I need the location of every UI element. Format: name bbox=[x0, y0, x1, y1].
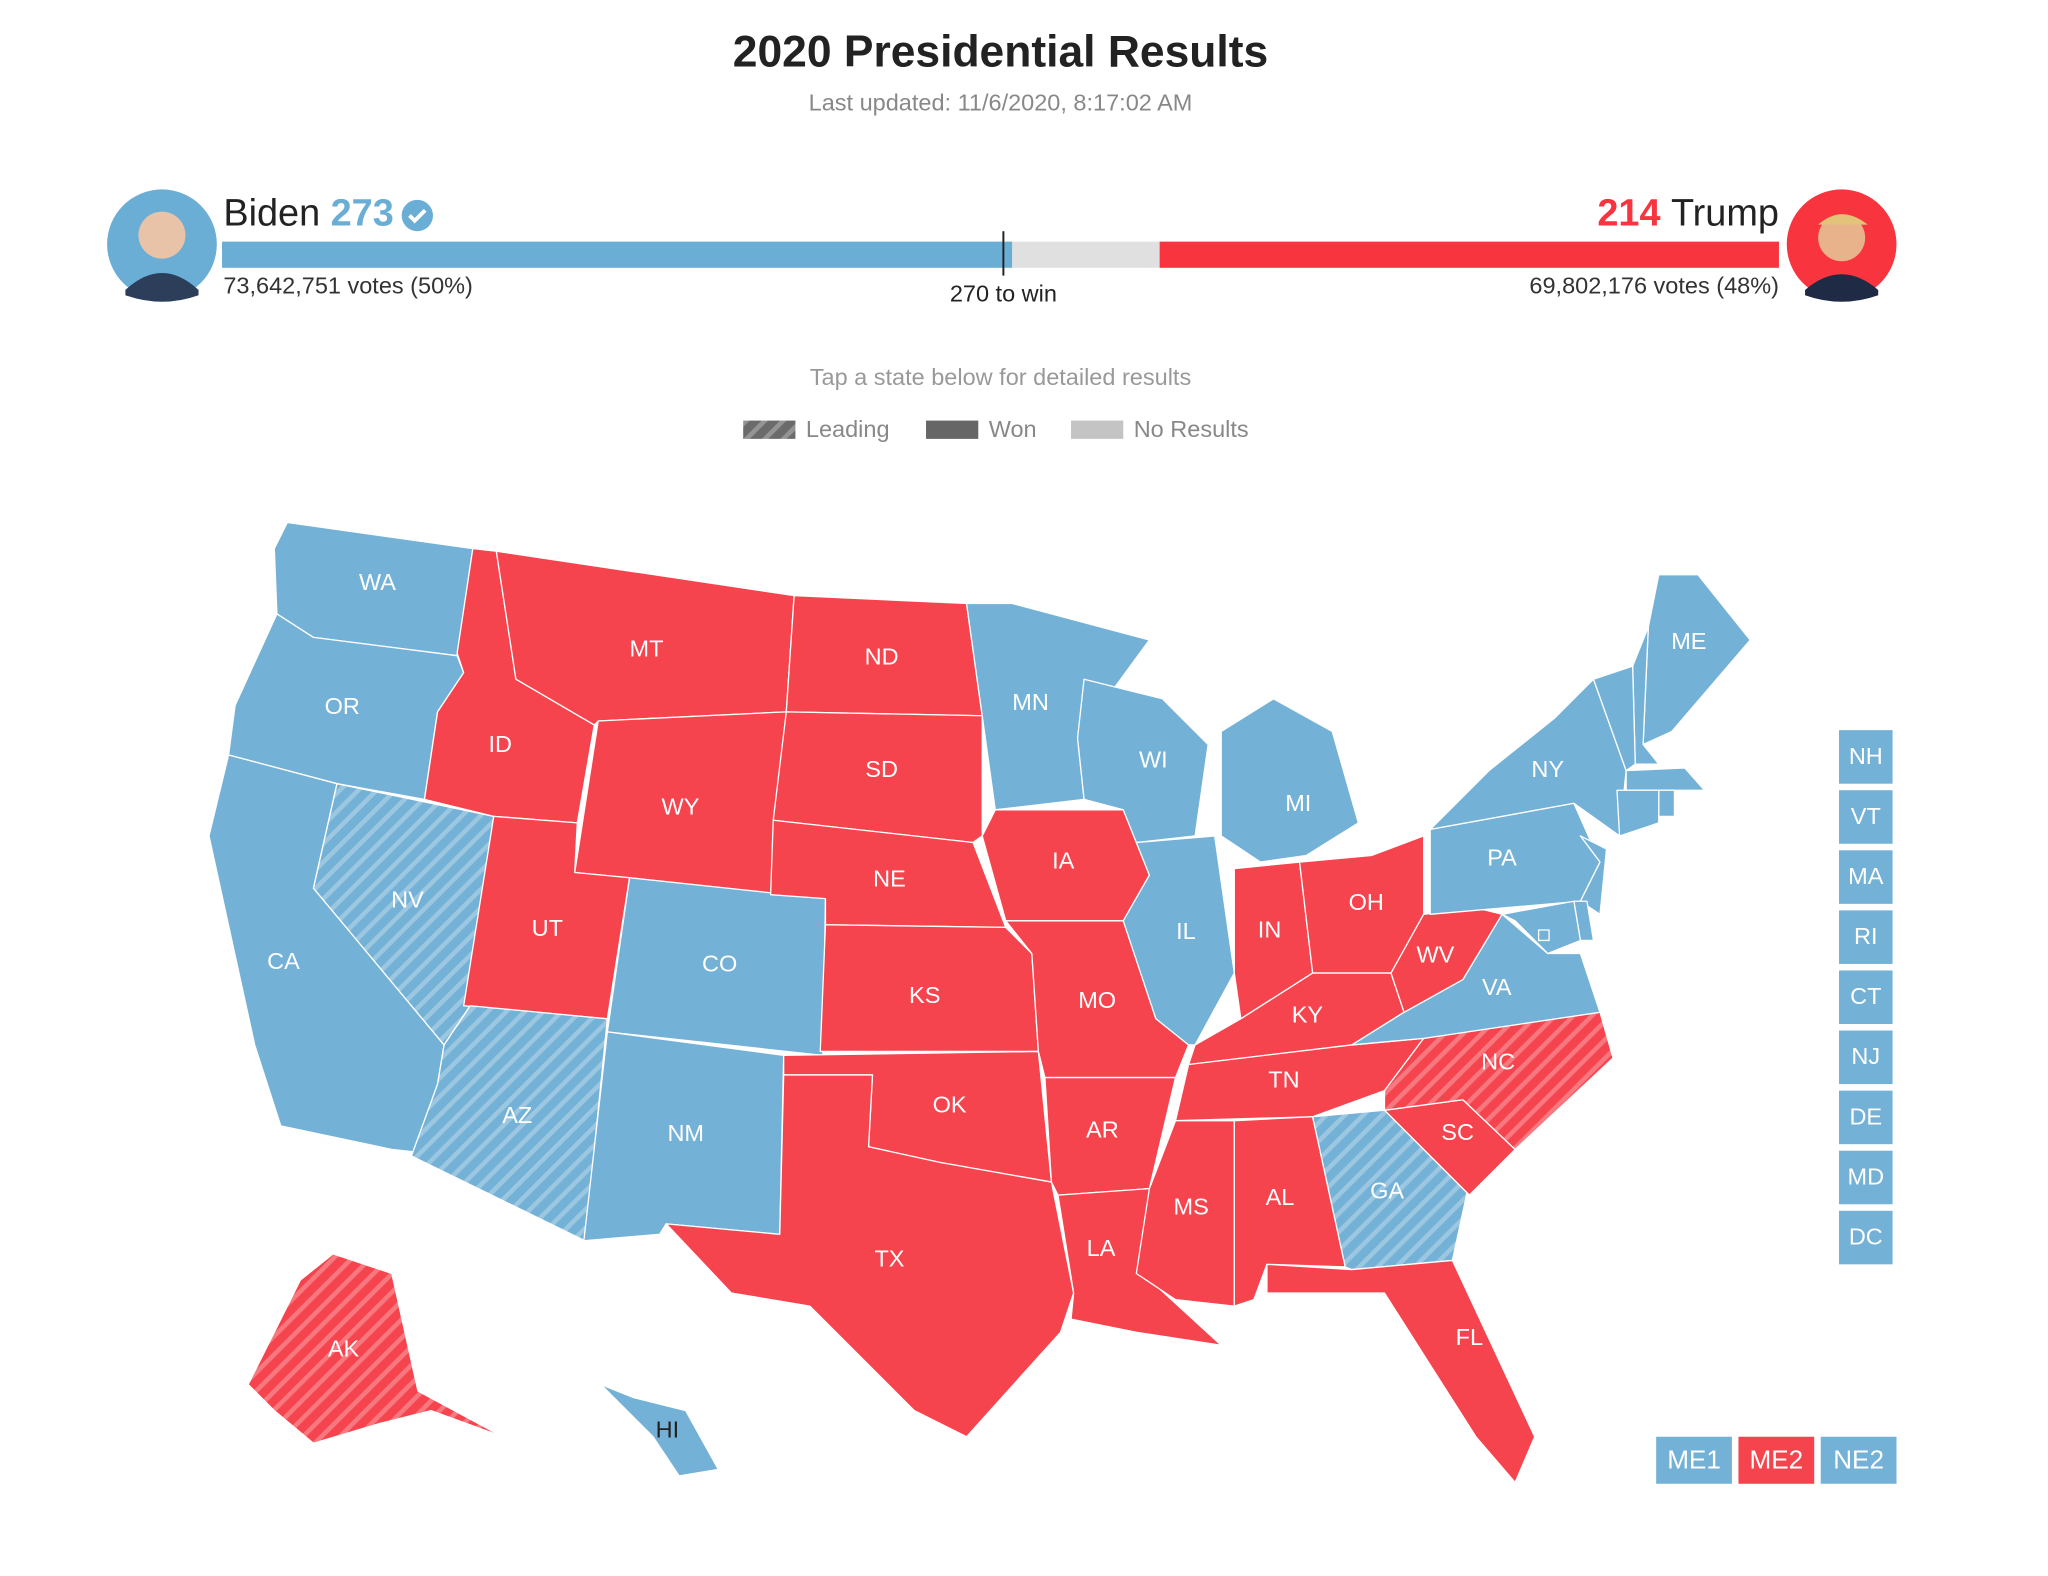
state-box[interactable] bbox=[1839, 910, 1893, 964]
instruction: Tap a state below for detailed results bbox=[810, 364, 1191, 390]
state[interactable] bbox=[1579, 835, 1608, 915]
state[interactable] bbox=[1625, 767, 1706, 791]
legend-swatch bbox=[926, 420, 979, 439]
state-box[interactable] bbox=[1839, 790, 1893, 844]
popular-votes: 69,802,176 votes (48%) bbox=[1529, 273, 1779, 299]
electoral-votes: 214 bbox=[1597, 193, 1660, 235]
electoral-votes: 273 bbox=[331, 193, 394, 235]
state[interactable] bbox=[1122, 835, 1235, 1046]
state[interactable] bbox=[1266, 1259, 1536, 1484]
state[interactable] bbox=[410, 1005, 608, 1242]
candidate-name: Trump bbox=[1671, 193, 1779, 235]
state-box[interactable] bbox=[1839, 1210, 1893, 1265]
candidate-name: Biden bbox=[223, 193, 320, 235]
legend-label: Leading bbox=[806, 416, 890, 442]
page-title: 2020 Presidential Results bbox=[733, 28, 1268, 77]
district-box[interactable] bbox=[1738, 1436, 1815, 1484]
state[interactable] bbox=[600, 1383, 720, 1477]
state[interactable] bbox=[1501, 900, 1582, 955]
state[interactable] bbox=[1642, 574, 1751, 746]
legend-label: Won bbox=[989, 416, 1037, 442]
legend-label: No Results bbox=[1134, 416, 1249, 442]
trump-avatar bbox=[1786, 189, 1897, 302]
district-box[interactable] bbox=[1820, 1436, 1897, 1484]
state[interactable] bbox=[1592, 665, 1636, 772]
legend-swatch bbox=[743, 420, 796, 439]
state-box[interactable] bbox=[1839, 1150, 1893, 1205]
state-box[interactable] bbox=[1839, 970, 1893, 1025]
legend: Leading Won No Results bbox=[743, 416, 1249, 442]
state[interactable] bbox=[785, 594, 983, 717]
threshold-label: 270 to win bbox=[950, 280, 1057, 306]
state-box[interactable] bbox=[1839, 1090, 1893, 1145]
map: WAORCANVIDMTWYUTAZCONMNDSDNEKSOKTXMNIAMO… bbox=[208, 521, 1897, 1484]
state[interactable] bbox=[1537, 929, 1550, 942]
legend-swatch bbox=[1071, 420, 1124, 439]
state-box[interactable] bbox=[1839, 730, 1893, 784]
state[interactable] bbox=[574, 711, 787, 896]
state-box[interactable] bbox=[1839, 850, 1893, 904]
last-updated: Last updated: 11/6/2020, 8:17:02 AM bbox=[809, 90, 1193, 116]
state[interactable] bbox=[606, 877, 827, 1057]
state[interactable] bbox=[981, 809, 1151, 922]
called-check bbox=[401, 199, 433, 232]
check-mark bbox=[408, 208, 427, 224]
electoral-bar: 270 to win Biden 273 73,642,751 votes (50%)… bbox=[222, 193, 1779, 306]
state[interactable] bbox=[1658, 789, 1676, 817]
bar-trump bbox=[1159, 241, 1779, 268]
state[interactable] bbox=[772, 711, 983, 844]
district-box[interactable] bbox=[1656, 1436, 1732, 1484]
state[interactable] bbox=[1616, 789, 1660, 837]
state[interactable] bbox=[1220, 698, 1360, 863]
state[interactable] bbox=[247, 1253, 504, 1444]
state[interactable] bbox=[819, 924, 1040, 1053]
biden-avatar bbox=[107, 189, 217, 302]
state[interactable] bbox=[665, 1074, 1075, 1438]
bar-biden bbox=[222, 241, 1013, 268]
state-box[interactable] bbox=[1839, 1030, 1893, 1085]
popular-votes: 73,642,751 votes (50%) bbox=[223, 273, 473, 299]
state[interactable] bbox=[583, 1031, 785, 1242]
